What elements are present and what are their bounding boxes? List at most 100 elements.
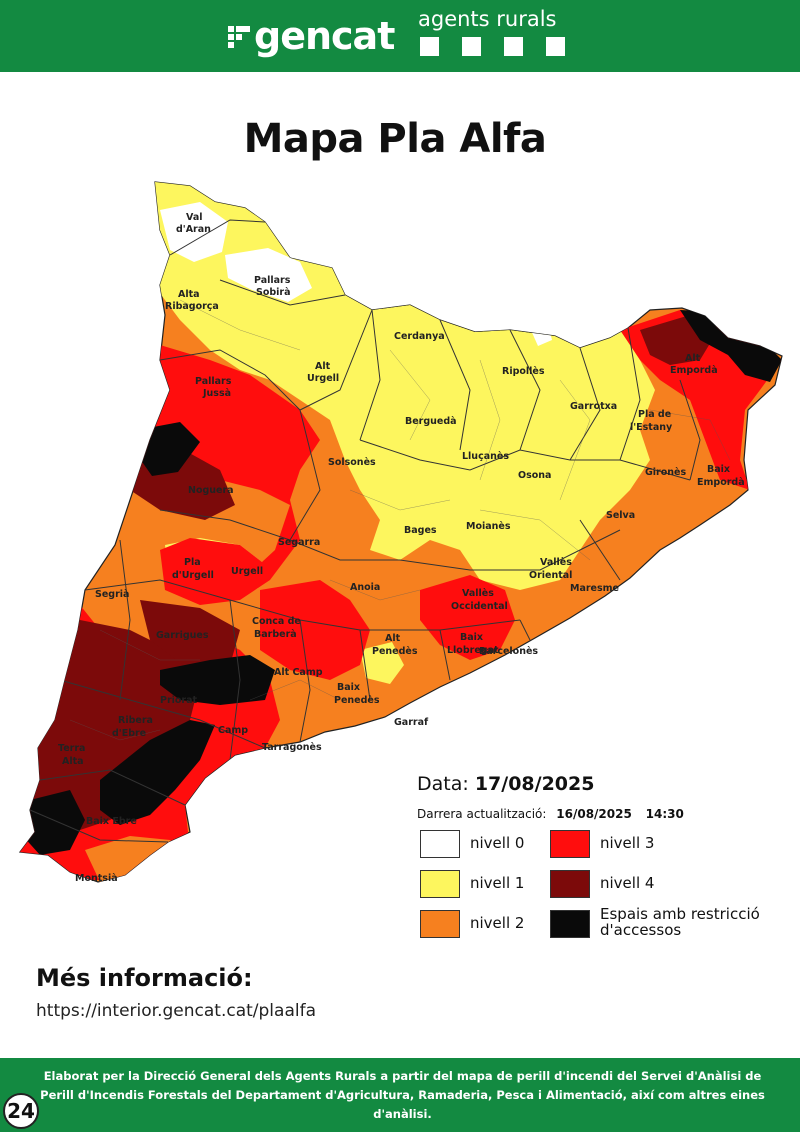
label-conca-barbera-1: Conca de: [252, 616, 301, 627]
label-garraf: Garraf: [394, 717, 429, 728]
label-pallars-sobira-2: Sobirà: [256, 287, 291, 298]
legend-label-nivell-4: nivell 4: [600, 874, 655, 892]
more-info-link[interactable]: https://interior.gencat.cat/plaalfa: [36, 1001, 316, 1021]
channel-24-badge: 24: [3, 1093, 39, 1129]
label-baix-penedes-1: Baix: [337, 682, 360, 693]
label-terra-alta-2: Alta: [62, 756, 84, 767]
label-valles-occidental-2: Occidental: [451, 601, 508, 612]
legend-label-nivell-1: nivell 1: [470, 874, 525, 892]
legend-swatch-nivell-1: [420, 870, 460, 898]
label-segria: Segrià: [95, 589, 129, 600]
label-tarragones: Tarragonès: [262, 742, 322, 753]
label-garrotxa: Garrotxa: [570, 401, 617, 412]
label-val-daran-2: d'Aran: [176, 224, 211, 235]
gencat-brand-text: gencat: [254, 14, 395, 58]
legend-date: Data: 17/08/2025: [417, 773, 594, 795]
map-title: Mapa Pla Alfa: [243, 116, 547, 162]
label-val-daran-1: Val: [186, 212, 203, 223]
label-pla-urgell-2: d'Urgell: [172, 570, 214, 581]
agents-rurals-squares-icon: [420, 37, 565, 57]
label-ribera-debre-1: Ribera: [118, 715, 153, 726]
label-urgell: Urgell: [231, 566, 263, 577]
legend-swatch-nivell-4: [550, 870, 590, 898]
legend-update-label: Darrera actualització:: [417, 807, 547, 821]
risk-zone-level-1-penedes: [360, 642, 404, 684]
risk-zone-level-0-aran: [160, 202, 228, 262]
label-priorat: Priorat: [160, 695, 198, 706]
footer-bar: Elaborat per la Direcció General dels Ag…: [0, 1058, 800, 1132]
label-terra-alta-1: Terra: [58, 743, 85, 754]
label-bergueda: Berguedà: [405, 416, 457, 427]
gencat-mark-icon: [228, 26, 250, 48]
label-noguera: Noguera: [188, 485, 234, 496]
legend-swatch-nivell-2: [420, 910, 460, 938]
restricted-zone-ebre: [100, 720, 215, 825]
label-alt-emporda-2: Empordà: [670, 365, 718, 376]
comarca-labels: Val d'Aran Pallars Sobirà Alta Ribagorça…: [58, 212, 745, 884]
label-ripolles: Ripollès: [502, 366, 545, 377]
label-alt-camp: Alt Camp: [274, 667, 323, 678]
restricted-zone-priorat: [160, 655, 275, 705]
label-baix-ebre: Baix Ebre: [86, 816, 137, 827]
label-maresme: Maresme: [570, 583, 619, 594]
agents-rurals-text: agents rurals: [418, 7, 557, 31]
label-conca-barbera-2: Barberà: [254, 629, 297, 640]
label-baix-llobregat-2: Llobregat: [447, 645, 499, 656]
label-garrigues: Garrigues: [156, 630, 209, 641]
risk-zone-level-3-central: [260, 580, 370, 680]
legend-label-restricted: Espais amb restricció d'accessos: [600, 905, 760, 939]
label-alta-ribagorca-2: Ribagorça: [165, 301, 219, 312]
label-baix-emporda-2: Empordà: [697, 477, 745, 488]
legend-label-nivell-3: nivell 3: [600, 834, 655, 852]
label-barcelones: Barcelonès: [479, 646, 538, 657]
label-pallars-sobira-1: Pallars: [254, 275, 291, 286]
label-solsones: Solsonès: [328, 457, 376, 468]
municipal-borders: [69, 299, 731, 741]
label-alt-penedes-2: Penedès: [372, 646, 418, 657]
label-ribera-debre-2: d'Ebre: [112, 728, 146, 739]
legend-swatch-nivell-0: [420, 830, 460, 858]
label-camp: Camp: [218, 725, 248, 736]
label-pallars-jussa-2: Jussà: [202, 388, 231, 399]
label-bages: Bages: [404, 525, 437, 536]
legend-date-value: 17/08/2025: [474, 773, 595, 795]
label-baix-emporda-1: Baix: [707, 464, 730, 475]
restricted-zone-albera: [680, 310, 782, 382]
more-info-title: Més informació:: [36, 964, 253, 992]
label-anoia: Anoia: [350, 582, 380, 593]
label-pla-urgell-1: Pla: [184, 557, 201, 568]
comarca-borders: [29, 219, 701, 843]
label-alt-emporda-1: Alt: [685, 353, 701, 364]
label-valles-oriental-2: Oriental: [529, 570, 572, 581]
label-alt-urgell-1: Alt: [315, 361, 331, 372]
legend-update-date: 16/08/2025: [556, 807, 632, 821]
legend-label-nivell-2: nivell 2: [470, 914, 525, 932]
legend-label-nivell-0: nivell 0: [470, 834, 525, 852]
label-montsia: Montsià: [75, 873, 118, 884]
label-alt-urgell-2: Urgell: [307, 373, 339, 384]
legend-update-time: 14:30: [645, 807, 684, 821]
label-moianes: Moianès: [466, 521, 511, 532]
legend-swatch-nivell-3: [550, 830, 590, 858]
label-osona: Osona: [518, 470, 551, 481]
restricted-zone-ribagorca: [138, 422, 200, 476]
risk-zone-level-3-valles: [420, 575, 515, 660]
legend-date-label: Data:: [417, 773, 469, 795]
label-cerdanya: Cerdanya: [394, 331, 445, 342]
footer-text: Elaborat per la Direcció General dels Ag…: [40, 1069, 765, 1121]
label-pallars-jussa-1: Pallars: [195, 376, 232, 387]
legend-update: Darrera actualització: 16/08/2025 14:30: [417, 807, 684, 821]
header-bar: gencat agents rurals: [0, 0, 800, 72]
legend-swatch-restricted: [550, 910, 590, 938]
label-selva: Selva: [606, 510, 635, 521]
restricted-zone-baix-ebre: [22, 790, 85, 855]
label-girones: Gironès: [645, 467, 686, 478]
risk-zone-level-4-garrigues: [140, 600, 240, 670]
label-valles-oriental-1: Vallès: [540, 557, 572, 568]
label-alta-ribagorca-1: Alta: [178, 289, 200, 300]
label-llucanes: Lluçanès: [462, 451, 509, 462]
label-pla-estany-1: Pla de: [638, 409, 671, 420]
label-baix-llobregat-1: Baix: [460, 632, 483, 643]
risk-zone-level-0-pallars: [225, 248, 312, 302]
label-segarra: Segarra: [278, 537, 320, 548]
